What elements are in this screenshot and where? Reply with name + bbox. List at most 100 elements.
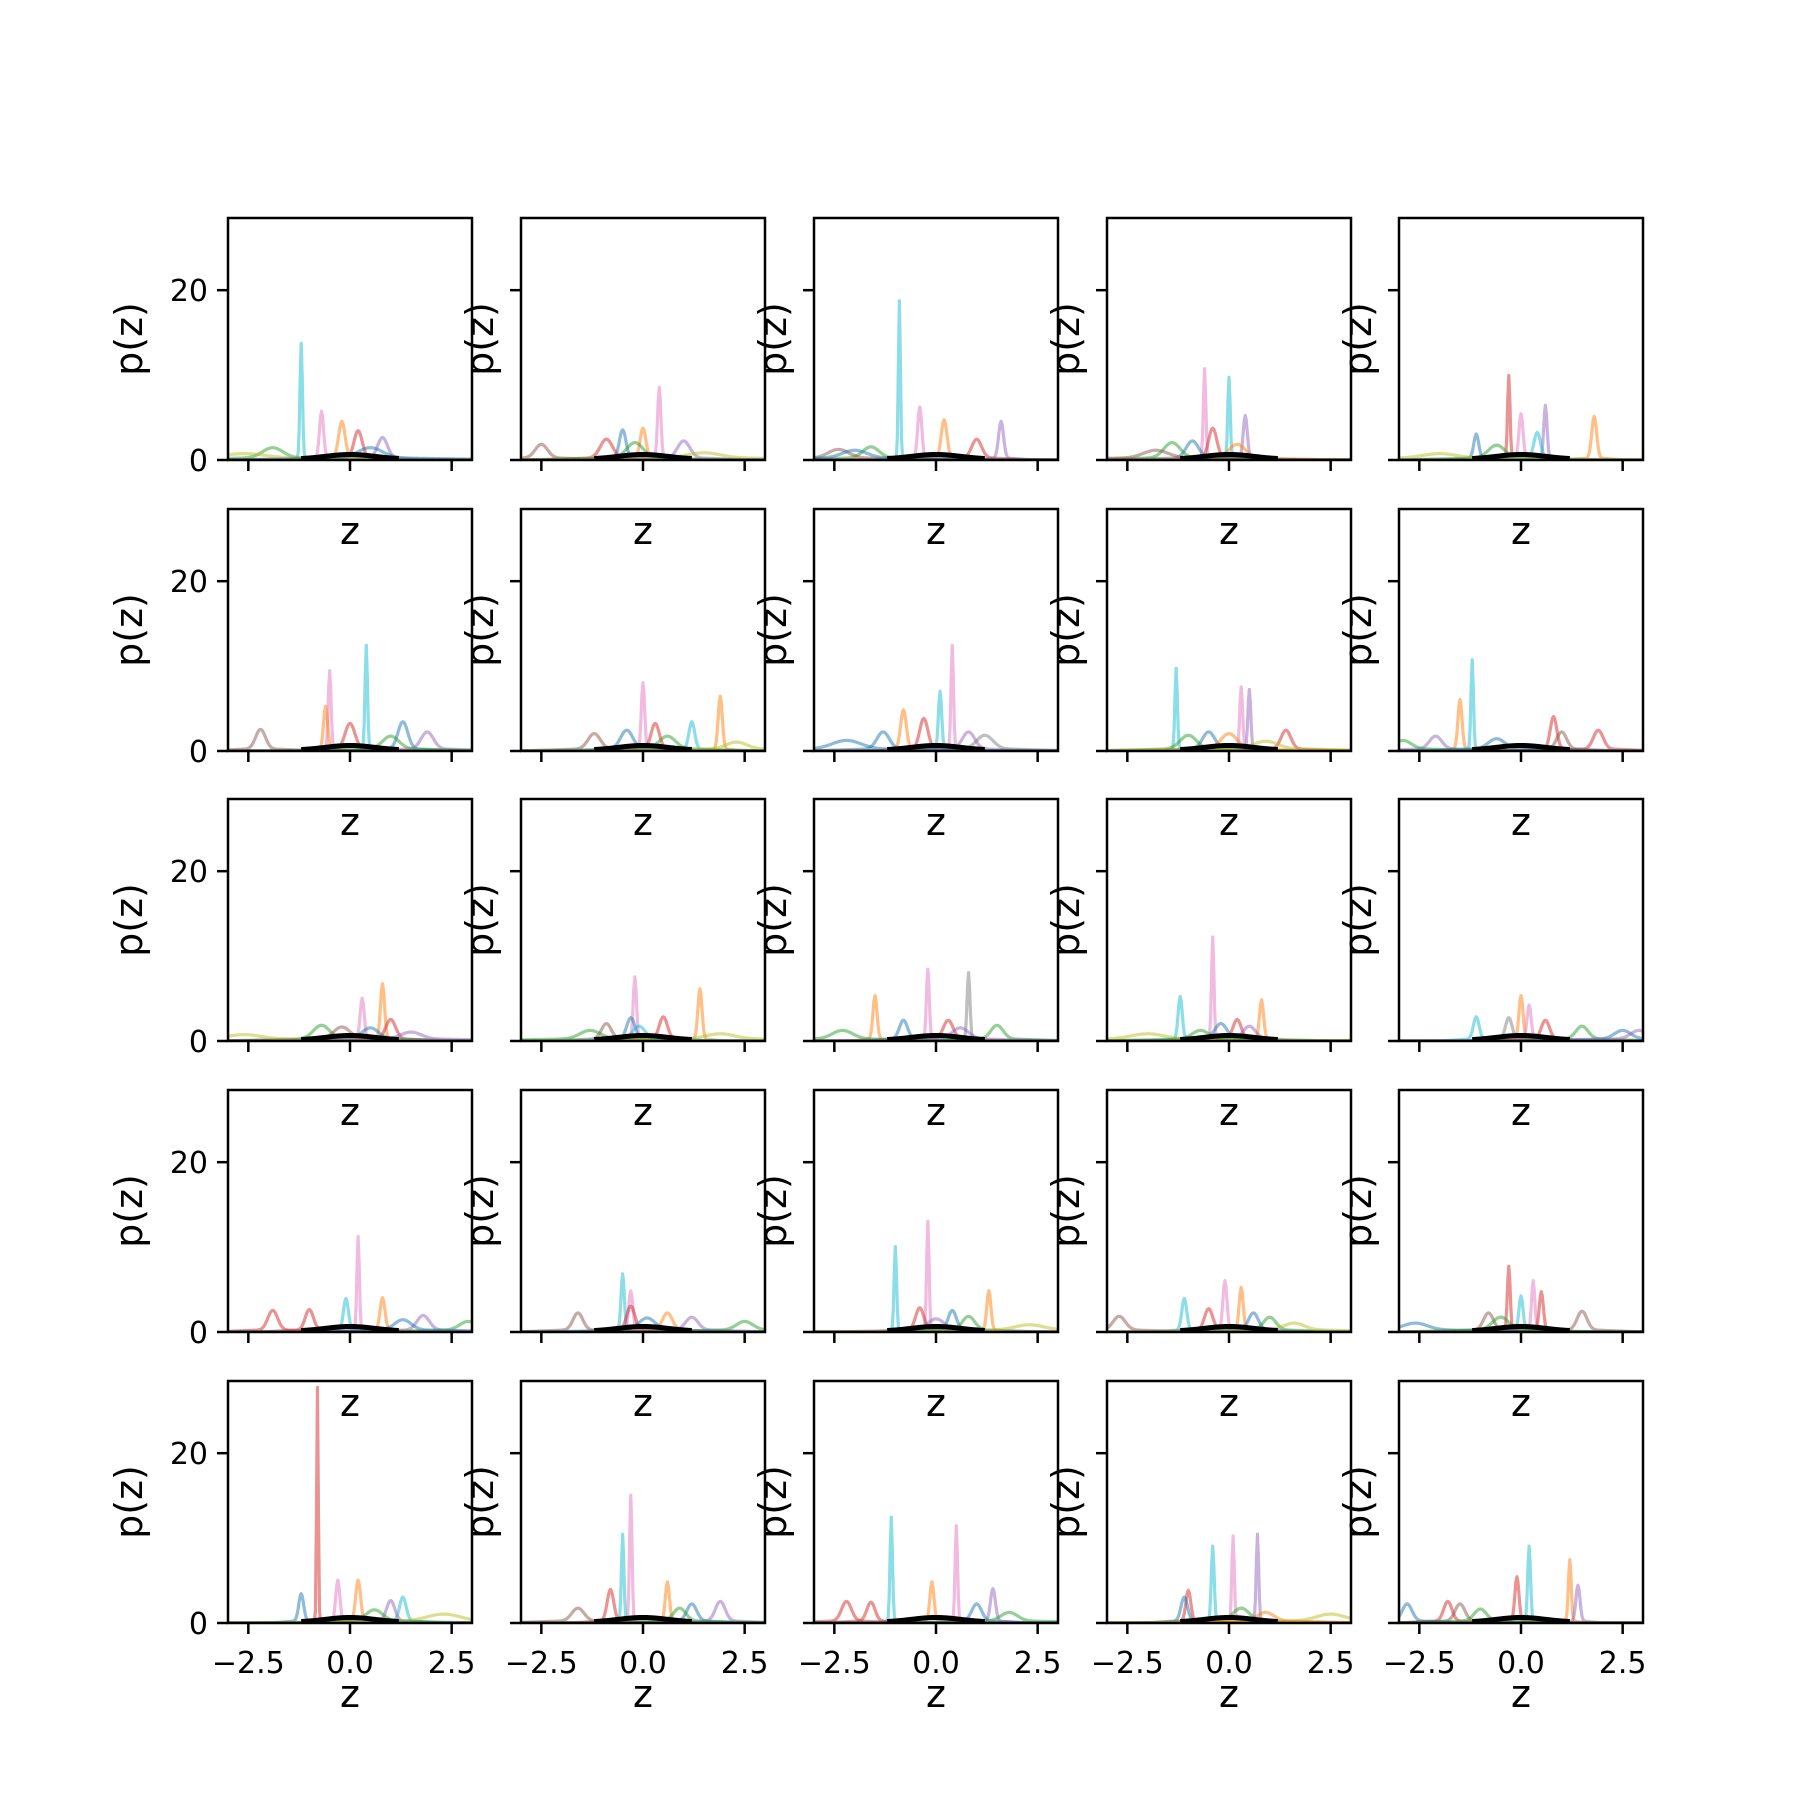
y-axis-label: p(z) (107, 302, 151, 376)
plot-area (1399, 373, 1643, 460)
x-axis-label: z (1219, 1381, 1239, 1425)
plot-area (1107, 1279, 1351, 1332)
y-axis-label: p(z) (751, 883, 795, 957)
reference-density (1472, 1323, 1570, 1332)
reference-density (301, 451, 399, 460)
density-curve-3 (1107, 687, 1351, 751)
plot-area (521, 1272, 765, 1332)
plot-area (521, 681, 765, 751)
plot-area (1107, 935, 1351, 1041)
x-tick-label: 0.0 (1497, 1646, 1545, 1681)
density-curve-1 (814, 967, 1058, 1041)
y-axis-label: p(z) (1336, 593, 1380, 667)
plot-area (814, 1515, 1058, 1623)
x-tick-label: −2.5 (1383, 1646, 1456, 1681)
subplot-r5-c5: −2.5 0.0 2.5 z p(z) (1336, 1379, 1647, 1716)
y-axis-label: p(z) (751, 302, 795, 376)
density-curve-1 (521, 1493, 765, 1623)
y-axis-label: p(z) (1336, 1465, 1380, 1539)
density-curve-1 (1107, 1534, 1351, 1623)
density-curve-1 (1107, 666, 1351, 751)
x-tick-label: −2.5 (798, 1646, 871, 1681)
axes-frame (519, 216, 767, 462)
plot-area (228, 341, 472, 460)
reference-density (1180, 451, 1278, 460)
x-tick-label: 0.0 (1205, 1646, 1253, 1681)
plot-area (814, 299, 1058, 460)
x-tick-label: −2.5 (212, 1646, 285, 1681)
reference-density (887, 742, 985, 751)
y-tick-label: 0 (189, 1316, 208, 1351)
y-axis-label: p(z) (1044, 1465, 1088, 1539)
subplot-r4-c2: z p(z) (458, 1088, 767, 1425)
reference-density (887, 1032, 985, 1041)
plot-area (814, 967, 1058, 1041)
subplot-r2-c4: z p(z) (1044, 507, 1353, 844)
y-axis-label: p(z) (458, 1174, 502, 1248)
x-axis-label: z (340, 509, 360, 553)
y-tick-label: 20 (170, 565, 208, 600)
density-curve-1 (228, 341, 472, 460)
x-axis-label: z (1511, 1090, 1531, 1134)
reference-density (1472, 1032, 1570, 1041)
x-axis-label: z (340, 800, 360, 844)
x-axis-label: z (1511, 1672, 1531, 1716)
x-axis-label: z (340, 1090, 360, 1134)
y-tick-label: 0 (189, 735, 208, 770)
x-axis-label: z (633, 1090, 653, 1134)
y-tick-label: 20 (170, 274, 208, 309)
subplot-r5-c1: −2.5 0.0 2.5 0 20 z p(z) (107, 1379, 476, 1716)
y-axis-label: p(z) (107, 883, 151, 957)
subplot-r4-c3: z p(z) (751, 1088, 1060, 1425)
plot-area (1107, 666, 1351, 751)
reference-density (594, 1614, 692, 1623)
subplot-r1-c5: z p(z) (1336, 216, 1645, 553)
subplot-r1-c1: 0 20 z p(z) (107, 216, 474, 553)
axes-frame (1105, 216, 1353, 462)
plot-area (1399, 1264, 1643, 1332)
plot-area (1107, 367, 1351, 460)
reference-density (301, 742, 399, 751)
x-axis-label: z (633, 1672, 653, 1716)
reference-density (887, 451, 985, 460)
y-axis-label: p(z) (751, 593, 795, 667)
reference-density (1180, 1614, 1278, 1623)
y-axis-label: p(z) (1336, 1174, 1380, 1248)
y-tick-label: 20 (170, 1437, 208, 1472)
plot-area (228, 643, 472, 751)
x-axis-label: z (926, 800, 946, 844)
x-axis-label: z (633, 509, 653, 553)
plot-area (1399, 658, 1643, 751)
density-curve-2 (521, 694, 765, 751)
subplot-r1-c4: z p(z) (1044, 216, 1353, 553)
reference-density (887, 1614, 985, 1623)
subplot-r5-c3: −2.5 0.0 2.5 z p(z) (751, 1379, 1062, 1716)
density-curve-2 (1107, 685, 1351, 751)
subplot-r3-c2: z p(z) (458, 797, 767, 1134)
reference-density (301, 1032, 399, 1041)
subplot-r4-c5: z p(z) (1336, 1088, 1645, 1425)
x-axis-label: z (340, 1381, 360, 1425)
subplot-r2-c2: z p(z) (458, 507, 767, 844)
subplot-r3-c1: 0 20 z p(z) (107, 797, 474, 1134)
y-axis-label: p(z) (1336, 302, 1380, 376)
density-curve-2 (1107, 375, 1351, 460)
density-curve-1 (521, 1272, 765, 1332)
density-curve-1 (1399, 993, 1643, 1041)
subplot-r1-c3: z p(z) (751, 216, 1060, 553)
density-curve-1 (814, 299, 1058, 460)
x-tick-label: 0.0 (912, 1646, 960, 1681)
subplot-r5-c2: −2.5 0.0 2.5 z p(z) (458, 1379, 769, 1716)
y-axis-label: p(z) (458, 593, 502, 667)
subplot-r2-c5: z p(z) (1336, 507, 1645, 844)
y-axis-label: p(z) (751, 1465, 795, 1539)
x-axis-label: z (1219, 1672, 1239, 1716)
plot-area (228, 1234, 472, 1332)
plot-area (521, 975, 765, 1041)
x-tick-label: 0.0 (326, 1646, 374, 1681)
density-curve-2 (521, 426, 765, 460)
y-axis-label: p(z) (458, 302, 502, 376)
subplot-r3-c4: z p(z) (1044, 797, 1353, 1134)
x-tick-label: 2.5 (721, 1646, 769, 1681)
